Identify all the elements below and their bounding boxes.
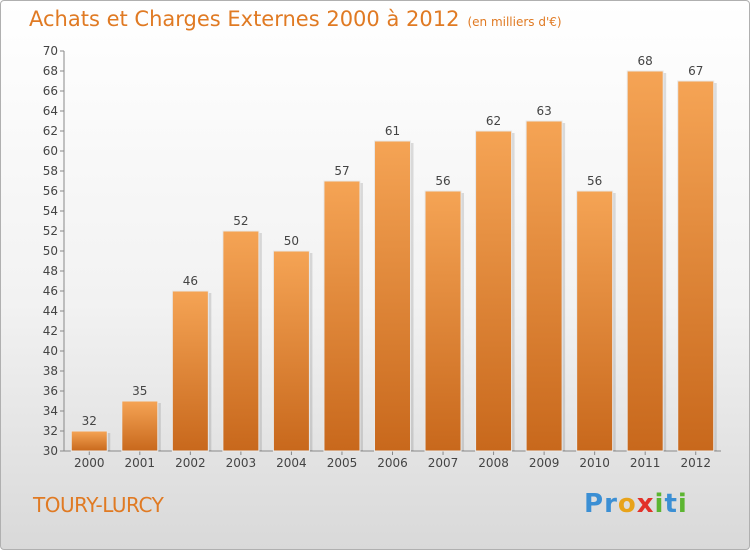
logo-letter: o (617, 489, 637, 519)
x-tick-label: 2011 (630, 456, 661, 470)
y-tick-label: 46 (43, 284, 58, 298)
x-tick-label: 2010 (579, 456, 610, 470)
x-tick-label: 2003 (226, 456, 257, 470)
chart-title: Achats et Charges Externes 2000 à 2012 (e… (29, 7, 562, 31)
y-tick-label: 48 (43, 264, 58, 278)
y-tick-label: 64 (43, 104, 58, 118)
y-tick-label: 44 (43, 304, 58, 318)
y-axis: 30 32 34 36 38 40 42 44 46 48 50 52 54 56 58 60 62 64 66 68… (43, 44, 65, 458)
bar-value-label: 56 (587, 174, 602, 188)
y-tick-label: 70 (43, 44, 58, 58)
y-tick-label: 38 (43, 364, 58, 378)
y-tick-label: 68 (43, 64, 58, 78)
bar-value-label: 56 (435, 174, 450, 188)
bar-value-label: 46 (183, 274, 198, 288)
bars: 32 35 46 52 50 57 61 56 62 63 56 68 67 (70, 54, 717, 452)
bar (576, 190, 614, 452)
x-tick-label: 2009 (529, 456, 560, 470)
y-tick-label: 32 (43, 424, 58, 438)
proxiti-logo: Proxiti (584, 489, 688, 519)
x-tick-label: 2007 (428, 456, 459, 470)
logo-letter: x (636, 489, 655, 519)
y-tick-label: 52 (43, 224, 58, 238)
x-tick-label: 2002 (175, 456, 206, 470)
x-tick-label: 2001 (125, 456, 156, 470)
logo-letter: r (604, 489, 618, 519)
y-tick-label: 50 (43, 244, 58, 258)
bar-value-label: 50 (284, 234, 299, 248)
y-tick-label: 56 (43, 184, 58, 198)
y-tick-label: 30 (43, 444, 58, 458)
bar (525, 120, 563, 452)
x-tick-label: 2004 (276, 456, 307, 470)
bar-value-label: 61 (385, 124, 400, 138)
bar (222, 230, 260, 452)
x-tick-label: 2006 (377, 456, 408, 470)
bar (677, 80, 715, 452)
commune-name: TOURY-LURCY (33, 493, 164, 517)
bar (70, 430, 108, 452)
bar-value-label: 63 (536, 104, 551, 118)
y-tick-label: 36 (43, 384, 58, 398)
bar (475, 130, 513, 452)
y-tick-label: 60 (43, 144, 58, 158)
bar-value-label: 67 (688, 64, 703, 78)
chart-subtitle: (en milliers d'€) (467, 15, 562, 29)
y-tick-label: 42 (43, 324, 58, 338)
x-tick-label: 2008 (478, 456, 509, 470)
y-tick-label: 62 (43, 124, 58, 138)
logo-letter: P (584, 489, 605, 519)
bar (424, 190, 462, 452)
bar (272, 250, 310, 452)
y-tick-label: 66 (43, 84, 58, 98)
bar (626, 70, 664, 452)
bar-value-label: 52 (233, 214, 248, 228)
bar-value-label: 32 (82, 414, 97, 428)
bar-value-label: 62 (486, 114, 501, 128)
y-tick-label: 58 (43, 164, 58, 178)
bar (171, 290, 209, 452)
bar (323, 180, 361, 452)
logo-letter: t (664, 489, 678, 519)
y-tick-label: 54 (43, 204, 58, 218)
x-axis: 2000 2001 2002 2003 2004 2005 2006 2007 2008 2009… (64, 450, 721, 470)
y-tick-label: 34 (43, 404, 58, 418)
bar (121, 400, 159, 452)
y-tick-label: 40 (43, 344, 58, 358)
logo-letter: i (677, 489, 688, 519)
x-tick-label: 2005 (327, 456, 358, 470)
bar-value-label: 35 (132, 384, 147, 398)
bar-value-label: 68 (638, 54, 653, 68)
x-tick-label: 2000 (74, 456, 105, 470)
logo-letter: i (654, 489, 665, 519)
bar (374, 140, 411, 452)
x-tick-label: 2012 (680, 456, 711, 470)
bar-value-label: 57 (334, 164, 349, 178)
